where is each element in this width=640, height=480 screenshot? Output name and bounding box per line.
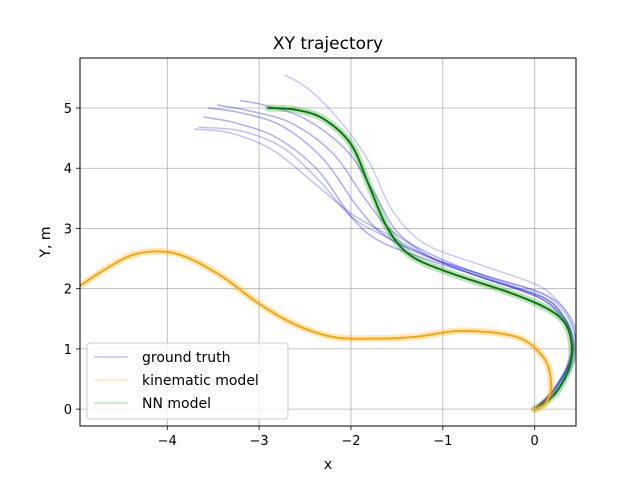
nn-model-line	[267, 106, 573, 411]
series-layer	[80, 74, 576, 413]
ground-truth-line	[239, 100, 573, 410]
y-tick-label: 3	[64, 222, 72, 237]
legend-label-ground-truth: ground truth	[142, 350, 230, 366]
y-tick-label: 2	[64, 283, 72, 298]
y-axis-label: Y, m	[38, 226, 54, 258]
grid	[80, 58, 576, 426]
y-tick-label: 0	[64, 403, 72, 418]
x-axis-label: x	[324, 457, 332, 473]
y-tick-label: 5	[64, 102, 72, 117]
ground-truth-line	[194, 128, 576, 410]
x-tick-label: 0	[531, 434, 539, 449]
y-tick-label: 1	[64, 343, 72, 358]
x-tick-label: −3	[250, 434, 269, 449]
legend-label-kinematic-model: kinematic model	[142, 373, 259, 389]
kinematic-model-line	[80, 250, 553, 411]
ground-truth-line	[207, 107, 573, 410]
legend: ground truth kinematic model NN model	[86, 342, 289, 420]
x-axis-ticks: −4 −3 −2 −1 0	[158, 426, 539, 449]
x-tick-label: −2	[341, 434, 360, 449]
y-axis-ticks: 0 1 2 3 4 5	[64, 102, 80, 418]
legend-label-nn-model: NN model	[142, 396, 211, 412]
legend-box	[86, 342, 289, 420]
x-tick-label: −1	[433, 434, 452, 449]
plot-frame	[79, 57, 577, 427]
y-tick-label: 4	[64, 162, 72, 177]
chart-title: XY trajectory	[273, 34, 383, 54]
x-tick-label: −4	[158, 434, 177, 449]
ground-truth-line	[198, 126, 576, 410]
